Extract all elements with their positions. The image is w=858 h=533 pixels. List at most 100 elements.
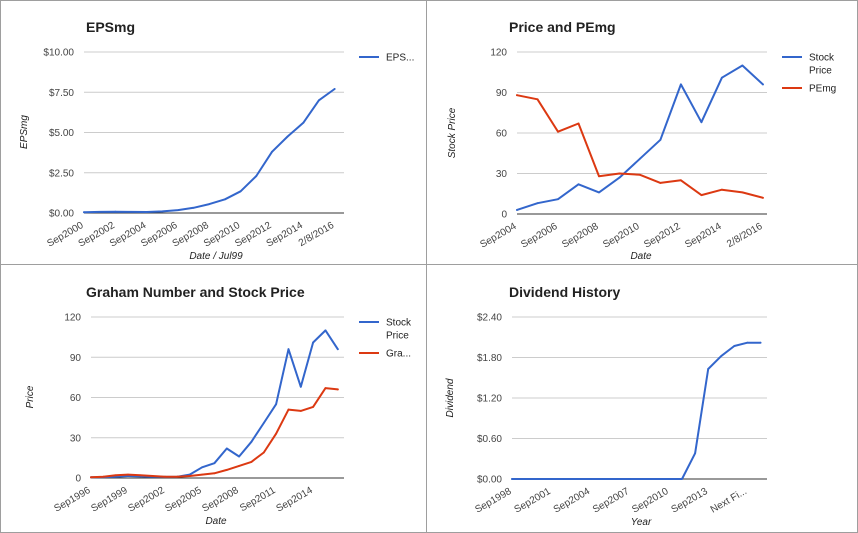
x-axis-title: Date bbox=[205, 516, 227, 527]
data-point bbox=[733, 345, 736, 347]
data-point bbox=[271, 150, 273, 153]
data-point bbox=[639, 157, 641, 160]
legend-label: PEmg bbox=[809, 84, 836, 95]
data-point bbox=[139, 474, 142, 477]
series-line-1[interactable] bbox=[83, 88, 336, 214]
eps-chart-panel[interactable]: EPSmg $0.00 $2.50 $5.00 $7.50 $10.00 Sep2000 Se… bbox=[0, 0, 427, 265]
data-point bbox=[312, 405, 315, 408]
data-point bbox=[262, 422, 265, 424]
data-point bbox=[550, 478, 553, 480]
data-point bbox=[598, 175, 600, 178]
x-tick-label: Sep2012 bbox=[642, 221, 683, 251]
x-tick-label: Sep2005 bbox=[163, 485, 204, 515]
y-tick-label: $1.80 bbox=[477, 353, 502, 364]
series-line-1[interactable] bbox=[516, 64, 764, 211]
data-point bbox=[589, 478, 592, 480]
x-tick-label: Sep1999 bbox=[89, 485, 130, 515]
data-point bbox=[654, 478, 657, 480]
data-point bbox=[641, 478, 644, 480]
y-tick-label: 60 bbox=[496, 129, 508, 140]
data-point bbox=[224, 198, 226, 201]
data-point bbox=[336, 388, 339, 391]
y-axis-title: EPSmg bbox=[19, 115, 30, 149]
y-tick-label: 90 bbox=[70, 353, 82, 364]
y-tick-label: $1.20 bbox=[477, 394, 502, 405]
data-point bbox=[176, 475, 179, 478]
data-point bbox=[114, 210, 117, 213]
data-point bbox=[681, 478, 683, 480]
y-axis-title: Price bbox=[25, 385, 36, 408]
legend-label: Stock bbox=[386, 318, 412, 329]
x-tick-label: Sep2013 bbox=[669, 486, 710, 516]
data-point bbox=[576, 478, 579, 480]
graham-chart-panel[interactable]: Graham Number and Stock Price 0 30 60 90 120 S… bbox=[0, 264, 427, 533]
y-tick-label: 90 bbox=[496, 88, 508, 99]
data-point bbox=[577, 122, 580, 125]
data-point bbox=[238, 465, 240, 467]
data-point bbox=[151, 475, 154, 477]
x-tick-label: Sep2002 bbox=[126, 485, 167, 515]
y-tick-label: 0 bbox=[75, 474, 81, 485]
data-point bbox=[114, 474, 117, 477]
data-point bbox=[668, 478, 670, 480]
data-point bbox=[239, 190, 242, 193]
legend-label: Price bbox=[809, 66, 832, 77]
data-point bbox=[127, 473, 129, 476]
data-point bbox=[98, 210, 101, 213]
data-point bbox=[318, 99, 320, 102]
x-tick-label: Sep2001 bbox=[513, 486, 554, 516]
data-point bbox=[250, 440, 253, 443]
series-line-1[interactable] bbox=[511, 341, 762, 480]
data-point bbox=[659, 182, 662, 184]
graham-chart-svg: Graham Number and Stock Price 0 30 60 90 120 S… bbox=[25, 284, 412, 527]
data-point bbox=[762, 83, 764, 86]
data-point bbox=[299, 410, 302, 412]
data-point bbox=[602, 478, 605, 480]
data-point bbox=[639, 173, 641, 176]
data-point bbox=[208, 203, 211, 206]
y-tick-label: $0.00 bbox=[49, 209, 74, 220]
legend-label: Stock bbox=[809, 53, 835, 64]
data-point bbox=[511, 478, 513, 480]
data-point bbox=[700, 121, 703, 124]
x-tick-label: Sep2004 bbox=[478, 221, 519, 251]
data-point bbox=[287, 408, 290, 411]
y-tick-label: 30 bbox=[70, 433, 82, 444]
data-point bbox=[83, 211, 85, 214]
y-tick-label: 120 bbox=[490, 48, 507, 59]
y-tick-label: $0.60 bbox=[477, 434, 502, 445]
series-line-2[interactable] bbox=[516, 94, 764, 199]
data-point bbox=[628, 478, 631, 480]
y-tick-label: $2.50 bbox=[49, 168, 74, 179]
data-point bbox=[213, 462, 216, 465]
y-axis-title: Stock Price bbox=[447, 107, 458, 158]
data-point bbox=[700, 194, 703, 197]
x-tick-label: 2/8/2016 bbox=[297, 220, 337, 249]
x-tick-label: Sep1998 bbox=[473, 486, 514, 516]
y-tick-label: $0.00 bbox=[477, 475, 502, 486]
data-point bbox=[557, 198, 559, 201]
data-point bbox=[130, 210, 132, 213]
data-point bbox=[312, 341, 315, 344]
series-line-1[interactable] bbox=[90, 329, 339, 479]
chart-title: Price and PEmg bbox=[509, 19, 616, 35]
data-point bbox=[302, 121, 305, 124]
y-tick-label: $10.00 bbox=[43, 48, 74, 59]
data-point bbox=[721, 188, 723, 191]
x-tick-label: Sep1996 bbox=[52, 485, 93, 515]
data-point bbox=[759, 341, 762, 344]
data-point bbox=[275, 432, 278, 435]
data-point bbox=[201, 473, 203, 476]
data-point bbox=[720, 355, 723, 358]
y-axis-title: Dividend bbox=[445, 378, 456, 417]
data-point bbox=[721, 76, 723, 79]
dividend-chart-panel[interactable]: Dividend History $0.00 $0.60 $1.20 $1.80 $2.4… bbox=[426, 264, 858, 533]
price-pe-chart-panel[interactable]: Price and PEmg 0 30 60 90 120 Sep2004 Sep2006 Se… bbox=[426, 0, 858, 265]
data-point bbox=[741, 191, 744, 194]
data-point bbox=[287, 348, 290, 351]
data-point bbox=[762, 196, 764, 199]
data-point bbox=[577, 183, 580, 186]
data-point bbox=[659, 138, 662, 141]
data-point bbox=[275, 403, 278, 406]
